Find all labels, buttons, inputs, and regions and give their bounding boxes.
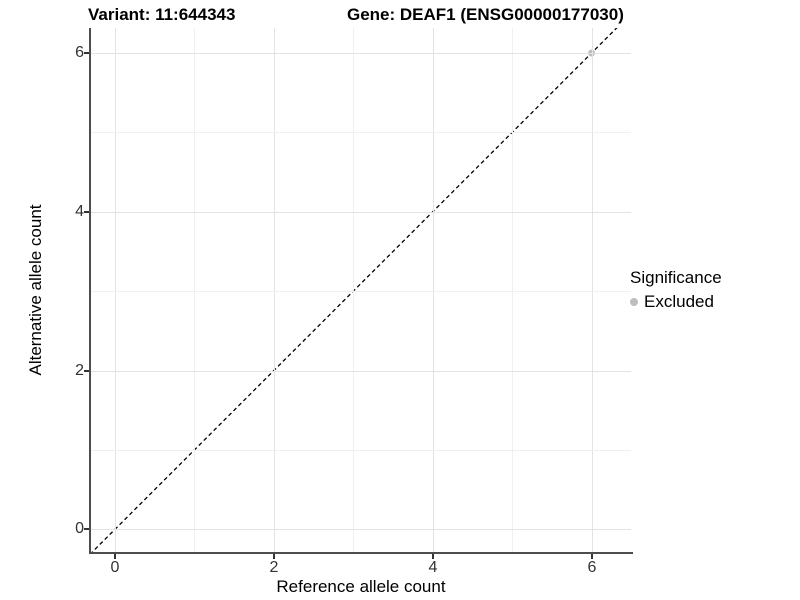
y-axis-line [89,28,91,554]
gridline-x3-minor [353,28,354,552]
x-tick-4 [432,554,434,559]
x-tick-0 [114,554,116,559]
y-tick-4 [84,211,89,213]
gridline-x6 [592,28,593,552]
y-tick-label-2: 2 [75,362,84,379]
gridline-x0 [115,28,116,552]
x-tick-label-2: 2 [269,559,279,576]
gridline-x1-minor [194,28,195,552]
legend: Significance Excluded [630,268,722,312]
gridline-y1-minor [91,450,631,451]
x-tick-label-4: 4 [428,559,438,576]
legend-title: Significance [630,268,722,287]
x-axis-title: Reference allele count [276,577,446,596]
identity-reference-line [91,28,618,552]
gridline-y5-minor [91,132,631,133]
x-tick-6 [591,554,593,559]
y-tick-label-6: 6 [75,44,84,61]
y-tick-label-0: 0 [75,520,84,537]
plot-panel [91,28,631,552]
x-tick-label-6: 6 [587,559,597,576]
gridline-y6 [91,53,631,54]
x-tick-label-0: 0 [110,559,120,576]
y-tick-2 [84,370,89,372]
gridline-y2 [91,371,631,372]
y-axis-title: Alternative allele count [26,204,45,376]
gridline-y4 [91,212,631,213]
gridline-x4 [433,28,434,552]
gridline-x2 [274,28,275,552]
x-tick-2 [273,554,275,559]
y-tick-0 [84,528,89,530]
excluded-point-icon [630,298,638,306]
gridline-y3-minor [91,291,631,292]
y-tick-6 [84,52,89,54]
gridline-y0 [91,529,631,530]
legend-entry-label: Excluded [644,292,714,311]
gridline-x5-minor [512,28,513,552]
variant-title: Variant: 11:644343 [88,5,236,24]
gene-title: Gene: DEAF1 (ENSG00000177030) [347,5,624,24]
legend-entry-excluded: Excluded [630,292,722,312]
x-axis-line [89,552,633,554]
y-tick-label-4: 4 [75,203,84,220]
plot-layer [91,28,618,552]
